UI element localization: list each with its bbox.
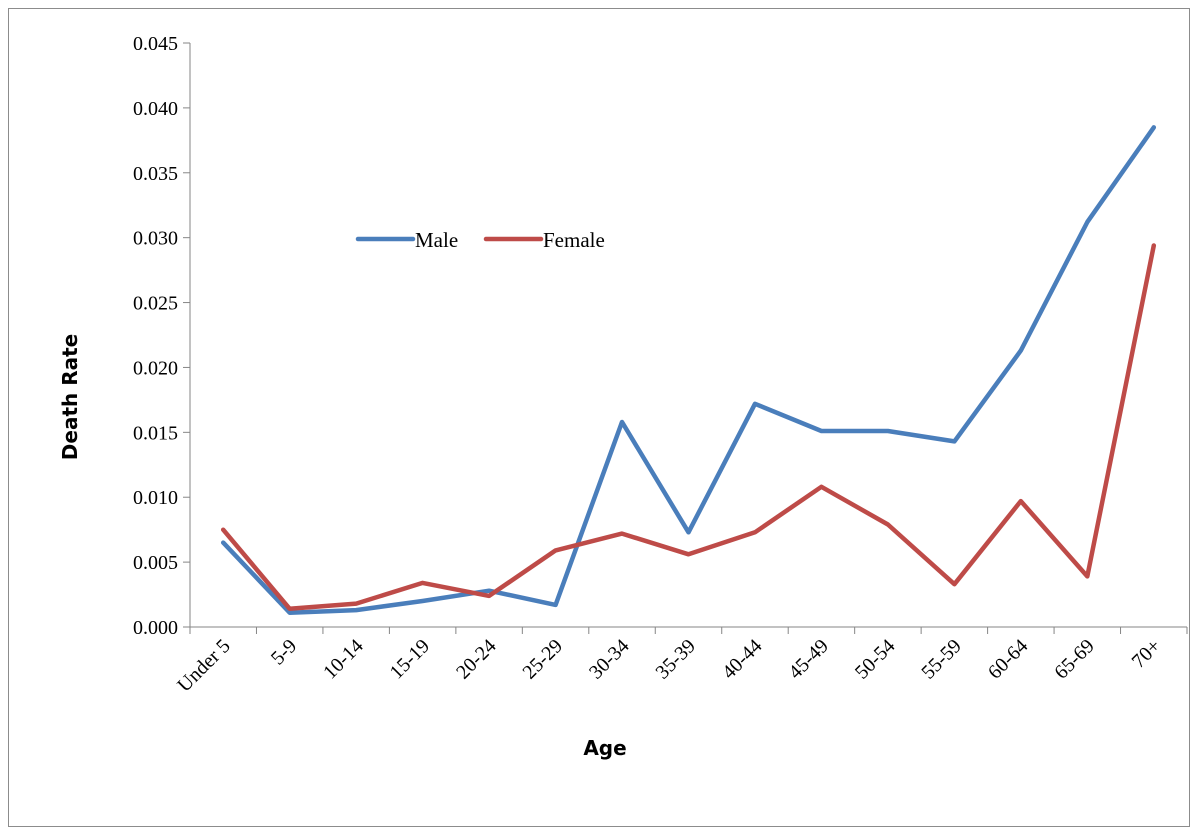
x-tick-label: 20-24 bbox=[452, 635, 501, 684]
x-tick-label: 5-9 bbox=[267, 635, 301, 669]
x-tick-label: 30-34 bbox=[585, 635, 634, 684]
series-line-male bbox=[220, 125, 1157, 615]
x-tick-label: 50-54 bbox=[851, 635, 900, 684]
x-axis-title: Age bbox=[583, 736, 626, 760]
x-tick-label: 25-29 bbox=[519, 635, 568, 684]
legend-label-male: Male bbox=[415, 228, 458, 252]
y-tick-label: 0.000 bbox=[133, 617, 178, 639]
y-tick-label: 0.040 bbox=[133, 98, 178, 120]
chart-frame bbox=[8, 8, 1190, 827]
y-tick-label: 0.030 bbox=[133, 228, 178, 250]
y-tick-label: 0.005 bbox=[133, 552, 178, 574]
y-tick-label: 0.015 bbox=[133, 422, 178, 444]
y-tick-label: 0.035 bbox=[133, 163, 178, 185]
x-tick-label: 10-14 bbox=[319, 635, 368, 684]
x-tick-label: 45-49 bbox=[784, 635, 833, 684]
x-tick-label: 60-64 bbox=[984, 635, 1033, 684]
x-tick-label: 15-19 bbox=[386, 635, 435, 684]
x-tick-label: 40-44 bbox=[718, 635, 767, 684]
legend-label-female: Female bbox=[543, 228, 605, 252]
x-tick-label: Under 5 bbox=[173, 635, 235, 697]
x-tick-label: 35-39 bbox=[651, 635, 700, 684]
y-tick-label: 0.020 bbox=[133, 357, 178, 379]
x-tick-label: 70+ bbox=[1128, 635, 1166, 673]
y-tick-label: 0.025 bbox=[133, 293, 178, 315]
series-layer bbox=[220, 125, 1157, 615]
y-axis-title: Death Rate bbox=[58, 334, 82, 460]
y-tick-label: 0.045 bbox=[133, 33, 178, 55]
legend: Male Female bbox=[355, 228, 605, 252]
axes: 0.000 0.005 0.010 0.015 0.020 0.025 0.030 0.035… bbox=[133, 33, 1188, 697]
x-tick-label: 65-69 bbox=[1050, 635, 1099, 684]
x-tick-label: 55-59 bbox=[917, 635, 966, 684]
y-tick-label: 0.010 bbox=[133, 487, 178, 509]
